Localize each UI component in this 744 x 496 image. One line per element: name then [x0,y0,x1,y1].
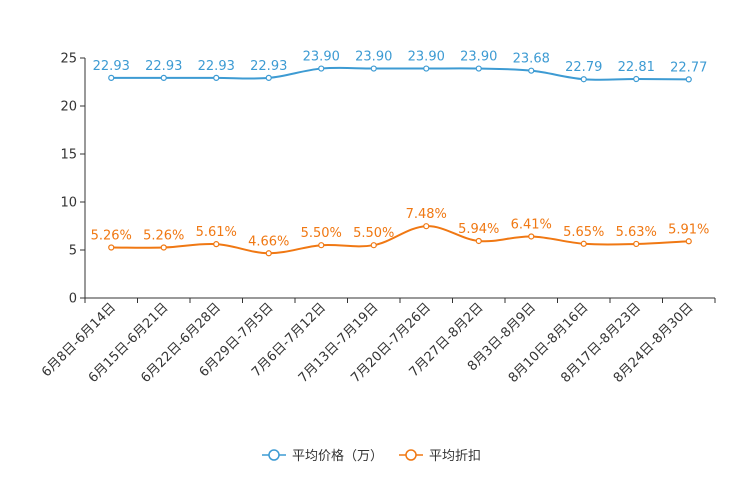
data-point[interactable] [213,241,220,248]
data-label: 5.50% [353,226,394,241]
data-point[interactable] [265,74,272,81]
data-point[interactable] [318,242,325,249]
data-label: 5.61% [196,225,237,240]
data-label: 5.26% [143,229,184,244]
data-label: 22.79 [565,60,602,75]
y-tick-label: 0 [69,292,77,307]
data-point[interactable] [423,65,430,72]
data-label: 23.90 [355,50,392,65]
y-tick-label: 20 [60,100,77,115]
series-line [111,225,689,255]
y-tick-label: 5 [69,244,77,259]
data-label: 22.81 [618,60,655,75]
series-1 [108,65,692,83]
data-label: 5.50% [301,226,342,241]
series-2 [108,223,692,257]
legend-item-2[interactable]: 平均折扣 [399,449,481,464]
data-point[interactable] [370,242,377,249]
data-label: 5.65% [563,225,604,240]
legend-marker-icon [268,449,280,461]
data-point[interactable] [633,240,640,248]
data-point[interactable] [423,223,430,230]
data-label: 22.93 [250,59,287,74]
data-point[interactable] [160,74,167,81]
data-label: 5.94% [458,222,499,237]
data-label: 5.26% [91,229,132,244]
data-label: 22.93 [198,59,235,74]
data-label: 4.66% [248,234,289,249]
data-point[interactable] [160,244,167,251]
data-point[interactable] [318,65,325,72]
data-point[interactable] [108,244,115,251]
data-point[interactable] [528,67,535,74]
data-label: 22.93 [145,59,182,74]
series-line [111,66,689,81]
data-point[interactable] [528,233,535,240]
data-label: 22.77 [670,60,707,75]
legend[interactable]: 平均价格（万） 平均折扣 [262,448,481,464]
legend-label: 平均折扣 [429,449,481,464]
legend-label: 平均价格（万） [292,448,383,464]
data-point[interactable] [265,250,272,257]
data-point[interactable] [213,74,220,81]
data-point[interactable] [685,238,692,245]
data-point[interactable] [108,74,115,81]
data-point[interactable] [580,76,587,83]
data-label: 7.48% [406,207,447,222]
data-point[interactable] [685,76,692,83]
legend-item-1[interactable]: 平均价格（万） [262,448,383,464]
y-tick-label: 15 [60,148,77,163]
data-point[interactable] [580,240,587,247]
data-label: 23.90 [303,50,340,65]
data-point[interactable] [475,65,482,72]
data-labels: 22.93 22.93 22.93 22.93 23.90 23.90 23.90 23.90… [91,50,710,250]
data-point[interactable] [475,237,482,245]
data-label: 23.90 [460,50,497,65]
legend-marker-icon [405,449,417,461]
series-layer [108,65,692,257]
y-tick-label: 25 [60,52,77,67]
axes: 05101520256月8日-6月14日6月15日-6月21日6月22日-6月2… [39,52,716,386]
data-label: 23.90 [408,50,445,65]
data-point[interactable] [370,65,377,72]
y-tick-label: 10 [60,196,77,211]
data-label: 6.41% [511,217,552,232]
data-point[interactable] [633,75,640,83]
data-label: 23.68 [513,52,550,67]
data-label: 22.93 [93,59,130,74]
data-label: 5.91% [668,222,709,237]
data-label: 5.63% [616,225,657,240]
